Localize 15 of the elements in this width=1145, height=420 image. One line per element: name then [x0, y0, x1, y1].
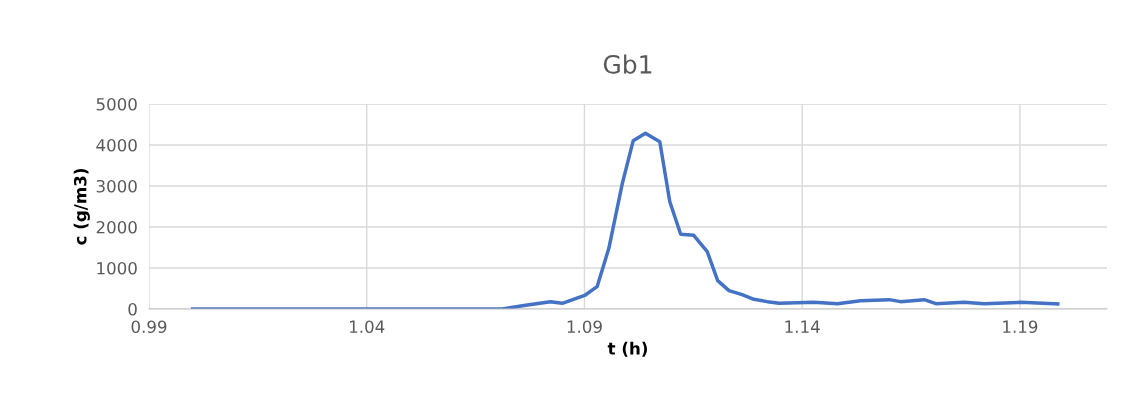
x-tick-label: 1.09 [567, 320, 602, 334]
y-tick-label: 1000 [97, 261, 137, 275]
x-tick-label: 1.04 [350, 320, 385, 334]
y-tick-label: 4000 [96, 138, 137, 152]
y-axis-title: c (g/m3) [73, 168, 90, 245]
y-tick-label: 0 [128, 302, 137, 316]
x-tick-label: 1.14 [785, 320, 820, 333]
chart-title: Gb1 [603, 54, 652, 74]
y-tick-label: 2000 [96, 220, 137, 234]
y-tick-label: 3000 [96, 179, 137, 193]
line-series [190, 131, 1060, 309]
y-tick-label: 5000 [96, 97, 137, 111]
x-tick-label: 1.19 [1003, 320, 1038, 334]
x-tick-label: 0.99 [131, 320, 167, 334]
x-axis-title: t (h) [607, 341, 647, 357]
